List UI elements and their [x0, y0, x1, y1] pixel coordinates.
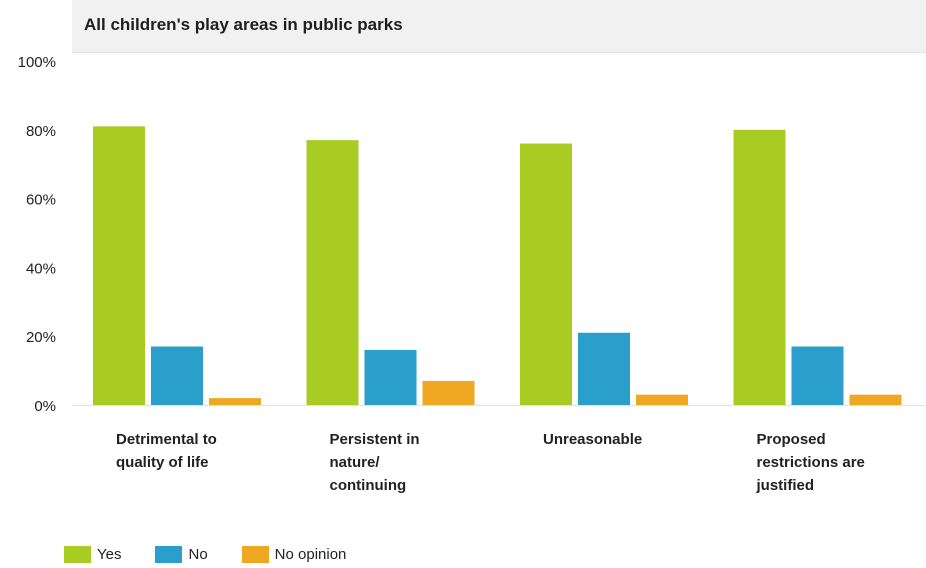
y-tick-label: 0%	[34, 398, 56, 415]
title-band	[72, 0, 926, 53]
legend-label-no-opinion: No opinion	[274, 545, 347, 563]
bar-no	[151, 346, 203, 405]
bar-no	[578, 332, 630, 405]
y-tick-label: 80%	[26, 123, 56, 140]
bar-no	[364, 349, 417, 405]
x-category-label: Unreasonable	[543, 431, 642, 448]
y-tick-label: 40%	[26, 260, 56, 277]
x-category-label: Proposed restrictions are justified	[756, 431, 865, 494]
legend-item-no: No	[155, 545, 208, 563]
bar-no	[791, 346, 844, 405]
legend-swatch-no-opinion	[241, 545, 269, 563]
chart-title: All children's play areas in public park…	[84, 15, 403, 34]
bar-no-opinion	[636, 394, 688, 405]
legend-item-no-opinion: No opinion	[241, 545, 347, 563]
plot-area: 0% 20% 40% 60% 80% 100% Detrimental to quality …	[18, 54, 926, 494]
legend-label-no: No	[188, 545, 208, 563]
y-tick-label: 20%	[26, 329, 56, 346]
bar-no-opinion	[849, 394, 902, 405]
x-category-label: Persistent in nature/continuing	[330, 431, 420, 494]
x-category-label: Detrimental to quality of life	[116, 431, 217, 471]
bar-yes	[733, 129, 786, 406]
legend-item-yes: Yes	[64, 545, 122, 563]
bar-no-opinion	[209, 398, 261, 405]
legend: Yes No No opinion	[64, 543, 380, 565]
y-tick-label: 100%	[18, 54, 56, 71]
bar-yes	[306, 140, 359, 405]
legend-swatch-yes	[64, 545, 91, 563]
bar-yes	[93, 126, 145, 406]
bar-no-opinion	[422, 380, 475, 405]
legend-swatch-no	[155, 545, 183, 563]
legend-label-yes: Yes	[97, 545, 122, 563]
bar-yes	[520, 143, 572, 405]
y-tick-label: 60%	[26, 192, 56, 209]
